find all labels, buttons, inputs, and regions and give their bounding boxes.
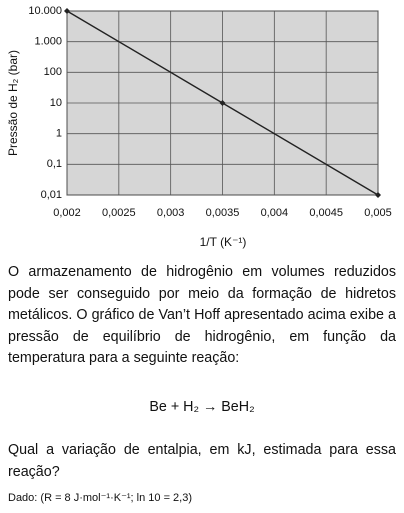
x-tick-label: 0,003 <box>157 207 185 219</box>
x-tick-label: 0,0045 <box>309 207 343 219</box>
y-tick-label: 0,1 <box>47 158 62 170</box>
y-tick-label: 1.000 <box>34 36 62 48</box>
given: Dado: (R = 8 J·mol⁻¹·K⁻¹; ln 10 = 2,3) <box>8 492 193 504</box>
x-axis-label: 1/T (K⁻¹) <box>200 235 247 249</box>
y-axis-label: Pressão de H₂ (bar) <box>6 50 20 156</box>
y-tick-label: 0,01 <box>41 189 62 201</box>
question: Qual a variação de entalpia, em kJ, esti… <box>8 442 396 480</box>
y-tick-label: 10.000 <box>28 5 62 17</box>
point <box>375 192 381 198</box>
x-tick-label: 0,002 <box>53 207 81 219</box>
reaction: Be + H₂ → BeH₂ <box>149 399 255 415</box>
point <box>219 100 226 106</box>
x-tick-label: 0,0035 <box>206 207 240 219</box>
y-tick-label: 100 <box>44 66 62 78</box>
x-tick-label: 0,005 <box>364 207 392 219</box>
point <box>64 8 70 14</box>
x-tick-label: 0,0025 <box>102 207 136 219</box>
paragraph: O armazenamento de hidrogênio em volumes… <box>8 264 396 366</box>
x-tick-label: 0,004 <box>261 207 289 219</box>
y-tick-label: 1 <box>56 128 62 140</box>
chart: Pressão de H₂ (bar) 1/T (K⁻¹) 0,01 0,1 1 10… <box>6 5 392 249</box>
y-tick-label: 10 <box>50 97 62 109</box>
